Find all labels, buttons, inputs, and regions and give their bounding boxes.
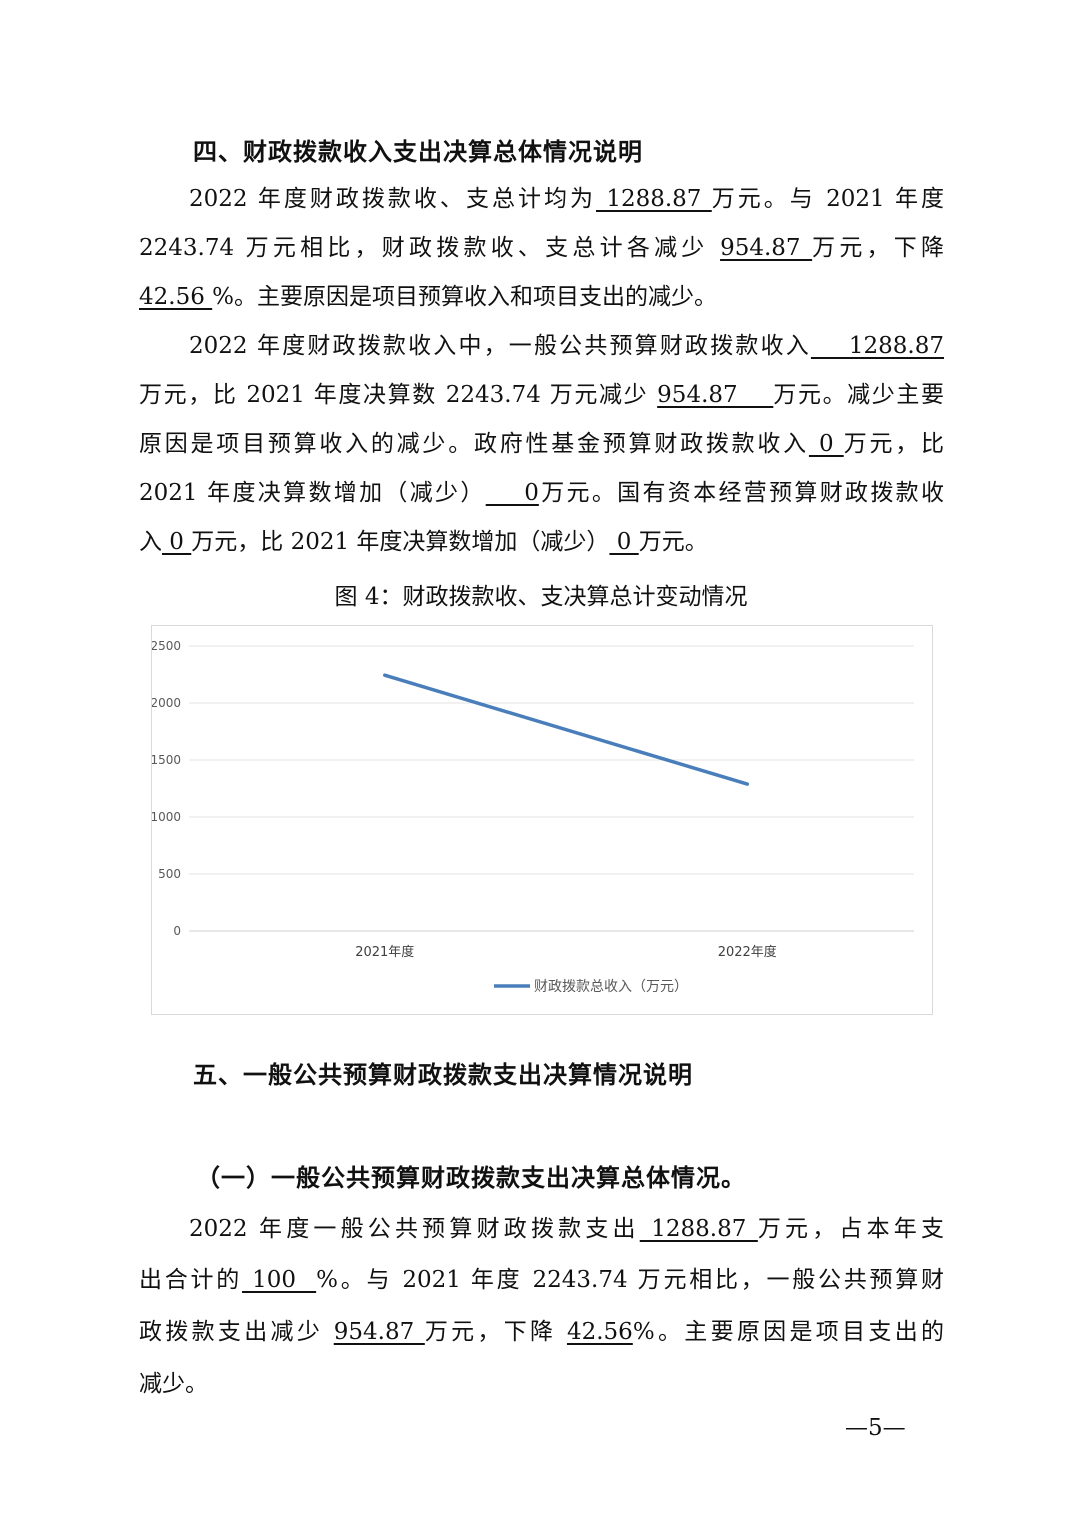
text-segment: 政拨款支出减少: [139, 1319, 334, 1345]
filled-value: 100: [242, 1267, 317, 1293]
paragraph-line: 2021 年度决算数增加（减少） 0万元。国有资本经营预算财政拨款收: [139, 478, 944, 508]
section-5-heading: 五、一般公共预算财政拨款支出决算情况说明: [193, 1061, 693, 1089]
section-4-heading: 四、财政拨款收入支出决算总体情况说明: [193, 138, 643, 166]
filled-value: 954.87: [657, 382, 774, 408]
x-tick-label: 2022年度: [718, 944, 777, 960]
paragraph-line: 2022 年度财政拨款收、支总计均为 1288.87 万元。与 2021 年度: [189, 184, 944, 214]
filled-value: 1288.87: [596, 186, 712, 212]
text-segment: 2021 年度决算数增加（减少）: [139, 480, 486, 506]
text-segment: 万元。: [638, 529, 708, 555]
y-tick-label: 2000: [152, 696, 181, 710]
filled-value: 42.56: [139, 284, 213, 310]
text-segment: %。与 2021 年度 2243.74 万元相比，一般公共预算财: [316, 1267, 944, 1293]
text-segment: 万元，下降: [424, 1319, 567, 1345]
line-chart: 0 500 1000 1500 2000 2500 2021年度 2022年度财政拨款总收入（…: [150, 625, 933, 1015]
text-segment: 万元，比: [843, 431, 944, 457]
chart-svg: 0 500 1000 1500 2000 2500 2021年度 2022年度财政拨款总收入（…: [150, 639, 914, 995]
text-segment: 万元，比 2021 年度决算数 2243.74 万元减少: [139, 382, 658, 408]
filled-value: 42.56: [566, 1319, 633, 1345]
y-tick-label: 1000: [152, 810, 181, 824]
section-5-subheading: （一）一般公共预算财政拨款支出决算总体情况。: [196, 1164, 746, 1192]
y-tick-label: 0: [173, 924, 181, 938]
text-segment: 出合计的: [139, 1267, 243, 1293]
text-segment: 万元。国有资本经营预算财政拨款收: [538, 480, 944, 506]
text-segment: 万元。与 2021 年度: [711, 186, 944, 212]
y-tick-label: 1500: [152, 753, 181, 767]
text-segment: 万元。减少主要: [773, 382, 944, 408]
paragraph-line: 政拨款支出减少 954.87 万元，下降 42.56%。主要原因是项目支出的: [139, 1317, 944, 1347]
text-segment: %。主要原因是项目预算收入和项目支出的减少。: [212, 284, 718, 310]
paragraph-line: 入 0 万元，比 2021 年度决算数增加（减少） 0 万元。: [139, 527, 944, 557]
text-segment: 减少。: [139, 1371, 208, 1397]
filled-value: 954.87: [720, 235, 813, 261]
text-segment: 万元，比 2021 年度决算数增加（减少）: [191, 529, 610, 555]
paragraph-line: 42.56 %。主要原因是项目预算收入和项目支出的减少。: [139, 282, 944, 312]
y-tick-label: 2500: [152, 639, 181, 653]
paragraph-line: 原因是项目预算收入的减少。政府性基金预算财政拨款收入 0 万元，比: [139, 429, 944, 459]
paragraph-line: 2022 年度财政拨款收入中，一般公共预算财政拨款收入 1288.87: [189, 331, 944, 361]
page-number: —5—: [845, 1415, 906, 1441]
paragraph-line: 2243.74 万元相比，财政拨款收、支总计各减少 954.87 万元，下降: [139, 233, 944, 263]
filled-value: 0: [808, 431, 844, 457]
text-segment: 2022 年度一般公共预算财政拨款支出: [189, 1216, 640, 1242]
text-segment: 万元，占本年支: [757, 1216, 944, 1242]
paragraph-line: 万元，比 2021 年度决算数 2243.74 万元减少 954.87 万元。减…: [139, 380, 944, 410]
series-line: [383, 673, 749, 786]
legend-label: 财政拨款总收入（万元）: [534, 979, 688, 995]
filled-value: 0: [609, 529, 639, 555]
x-tick-label: 2021年度: [355, 944, 414, 960]
paragraph-line: 2022 年度一般公共预算财政拨款支出 1288.87 万元，占本年支: [189, 1214, 944, 1244]
filled-value: 1288.87: [639, 1216, 758, 1242]
text-segment: 2022 年度财政拨款收、支总计均为: [189, 186, 596, 212]
filled-value: 1288.87: [810, 333, 944, 359]
paragraph-line: 出合计的 100 %。与 2021 年度 2243.74 万元相比，一般公共预算…: [139, 1265, 944, 1295]
filled-value: 0: [485, 480, 539, 506]
text-segment: 入: [139, 529, 162, 555]
figure-caption: 图 4：财政拨款收、支决算总计变动情况: [334, 584, 748, 610]
y-tick-label: 500: [158, 867, 181, 881]
text-segment: %。主要原因是项目支出的: [632, 1319, 944, 1345]
paragraph-line: 减少。: [139, 1369, 944, 1399]
filled-value: 0: [162, 529, 192, 555]
text-segment: 万元，下降: [812, 235, 945, 261]
text-segment: 2243.74 万元相比，财政拨款收、支总计各减少: [139, 235, 721, 261]
text-segment: 2022 年度财政拨款收入中，一般公共预算财政拨款收入: [189, 333, 811, 359]
filled-value: 954.87: [333, 1319, 425, 1345]
text-segment: 原因是项目预算收入的减少。政府性基金预算财政拨款收入: [139, 431, 809, 457]
